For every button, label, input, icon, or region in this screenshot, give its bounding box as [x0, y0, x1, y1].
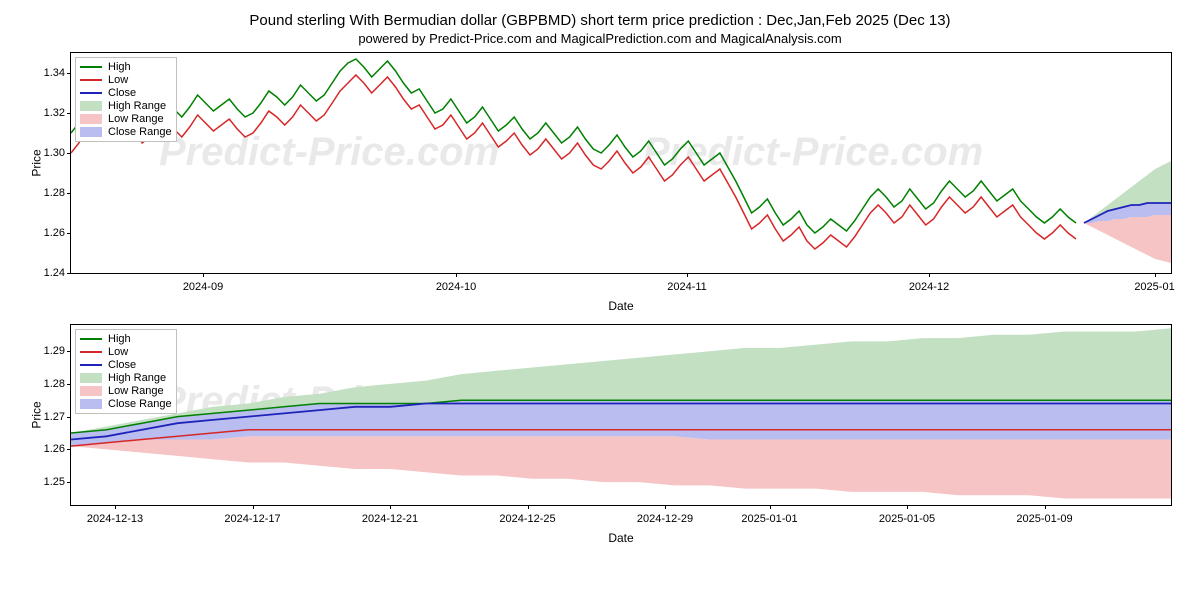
y-tick-label: 1.28 — [23, 187, 65, 199]
x-tick-label: 2024-11 — [667, 281, 707, 293]
chart-subtitle: powered by Predict-Price.com and Magical… — [10, 31, 1190, 46]
x-tick-label: 2024-12-17 — [224, 513, 280, 525]
legend-swatch-high-range — [80, 373, 102, 383]
legend-label: Close Range — [108, 398, 172, 410]
legend-label: High Range — [108, 372, 166, 384]
legend-swatch-close-range — [80, 127, 102, 137]
legend-label: High — [108, 333, 131, 345]
legend-label: High — [108, 61, 131, 73]
y-tick-label: 1.24 — [23, 267, 65, 279]
legend-swatch-close — [80, 92, 102, 94]
chart-container: Pound sterling With Bermudian dollar (GB… — [10, 12, 1190, 506]
legend-swatch-high — [80, 66, 102, 68]
legend-label: Low — [108, 74, 128, 86]
legend-swatch-high — [80, 338, 102, 340]
x-tick-label: 2024-12-13 — [87, 513, 143, 525]
legend-swatch-low — [80, 79, 102, 81]
legend-swatch-low-range — [80, 114, 102, 124]
legend-swatch-close-range — [80, 399, 102, 409]
legend-swatch-close — [80, 364, 102, 366]
x-tick-label: 2024-12-29 — [637, 513, 693, 525]
x-tick-label: 2024-10 — [436, 281, 476, 293]
legend-swatch-low — [80, 351, 102, 353]
legend-swatch-high-range — [80, 101, 102, 111]
x-tick-label: 2024-12-25 — [499, 513, 555, 525]
x-axis-label: Date — [608, 531, 633, 545]
y-tick-label: 1.26 — [23, 227, 65, 239]
y-tick-label: 1.28 — [23, 378, 65, 390]
y-tick-label: 1.34 — [23, 67, 65, 79]
y-tick-label: 1.25 — [23, 476, 65, 488]
x-tick-label: 2025-01-09 — [1016, 513, 1072, 525]
x-tick-label: 2025-01-01 — [741, 513, 797, 525]
x-tick-label: 2025-01 — [1134, 281, 1174, 293]
bottom-chart-svg — [71, 325, 1171, 505]
legend-label: Low Range — [108, 113, 164, 125]
legend-swatch-low-range — [80, 386, 102, 396]
chart-legend: High Low Close High Range Low Range Clos… — [75, 329, 177, 414]
y-tick-label: 1.32 — [23, 107, 65, 119]
x-tick-label: 2025-01-05 — [879, 513, 935, 525]
legend-label: Close Range — [108, 126, 172, 138]
y-tick-label: 1.27 — [23, 411, 65, 423]
x-tick-label: 2024-12-21 — [362, 513, 418, 525]
chart-legend: High Low Close High Range Low Range Clos… — [75, 57, 177, 142]
legend-label: High Range — [108, 100, 166, 112]
legend-label: Close — [108, 359, 136, 371]
chart-title: Pound sterling With Bermudian dollar (GB… — [10, 12, 1190, 29]
y-tick-label: 1.30 — [23, 147, 65, 159]
x-tick-label: 2024-09 — [183, 281, 223, 293]
y-tick-label: 1.26 — [23, 443, 65, 455]
y-tick-label: 1.29 — [23, 345, 65, 357]
x-axis-label: Date — [608, 299, 633, 313]
x-tick-label: 2024-12 — [909, 281, 949, 293]
legend-label: Low — [108, 346, 128, 358]
bottom-chart-panel: Predict-Price.com Predict-Price.com High… — [70, 324, 1172, 506]
legend-label: Low Range — [108, 385, 164, 397]
top-chart-panel: Predict-Price.com Predict-Price.com High… — [70, 52, 1172, 274]
legend-label: Close — [108, 87, 136, 99]
top-chart-svg — [71, 53, 1171, 273]
